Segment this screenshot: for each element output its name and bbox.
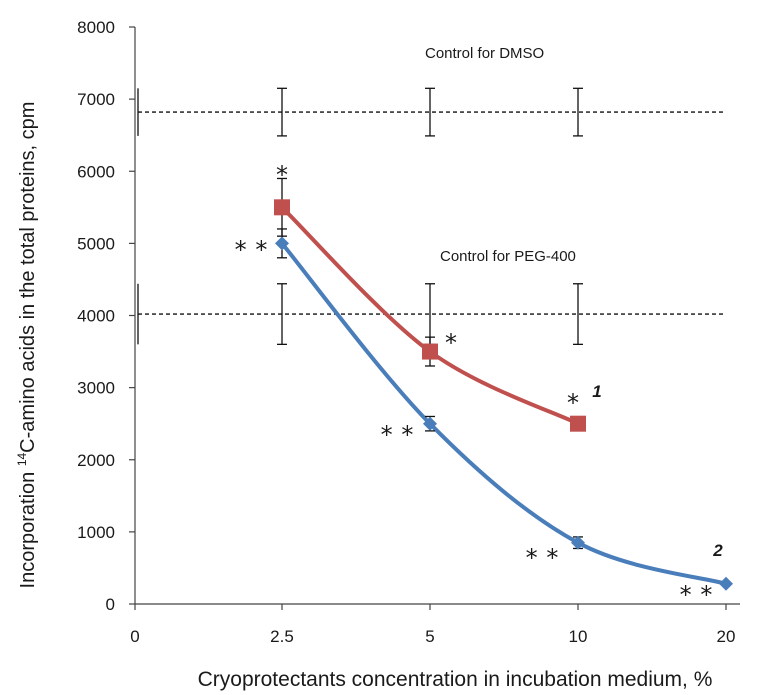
y-axis-title-suffix: C-amino acids in the total proteins, cpm (17, 102, 39, 453)
y-axis-title: Incorporation 14C-amino acids in the tot… (15, 102, 39, 589)
significance-marker: * * (235, 236, 270, 264)
y-tick-label: 0 (106, 595, 115, 614)
series-layer (274, 177, 733, 591)
series-2-point (571, 535, 585, 550)
significance-marker: * * (680, 581, 715, 609)
y-axis-title-prefix: Incorporation (17, 466, 39, 588)
control-reference-lines: Control for DMSO Control for PEG-400 (137, 45, 726, 346)
x-tick-label: 2.5 (270, 627, 294, 646)
y-tick-label: 1000 (77, 523, 115, 542)
y-tick-label: 5000 (77, 234, 115, 253)
x-tick-label: 5 (425, 627, 434, 646)
series-1-point (422, 343, 438, 360)
y-tick-label: 4000 (77, 307, 115, 326)
series-2-label: 2 (712, 541, 723, 560)
y-tick-label: 2000 (77, 451, 115, 470)
control-label: Control for DMSO (425, 45, 544, 62)
x-axis-title: Cryoprotectants concentration in incubat… (198, 668, 713, 691)
annotations: * * * * * * * * * * * 1 2 (235, 161, 724, 609)
series-2-point (423, 416, 437, 431)
axes: 0 1000 2000 3000 4000 5000 6000 7000 8000 0 2.5 5 10… (77, 18, 740, 646)
significance-marker: * (567, 389, 581, 417)
y-tick-label: 6000 (77, 162, 115, 181)
y-tick-label: 3000 (77, 379, 115, 398)
y-axis-title-superscript: 14 (15, 452, 29, 466)
series-1-point (274, 199, 290, 216)
y-tick-label: 7000 (77, 90, 115, 109)
series-1-label: 1 (592, 382, 601, 401)
x-tick-label: 10 (569, 627, 588, 646)
control-label: Control for PEG-400 (440, 248, 576, 265)
x-tick-label: 20 (717, 627, 736, 646)
series-1-point (570, 415, 586, 432)
series-2-point (719, 576, 733, 591)
significance-marker: * * (381, 421, 416, 449)
significance-marker: * * (526, 544, 561, 572)
significance-marker: * (276, 161, 290, 189)
x-tick-label: 0 (130, 627, 139, 646)
series-2-line (280, 241, 728, 586)
series-2-point (275, 236, 289, 251)
significance-marker: * (445, 329, 459, 357)
y-tick-label: 8000 (77, 18, 115, 37)
